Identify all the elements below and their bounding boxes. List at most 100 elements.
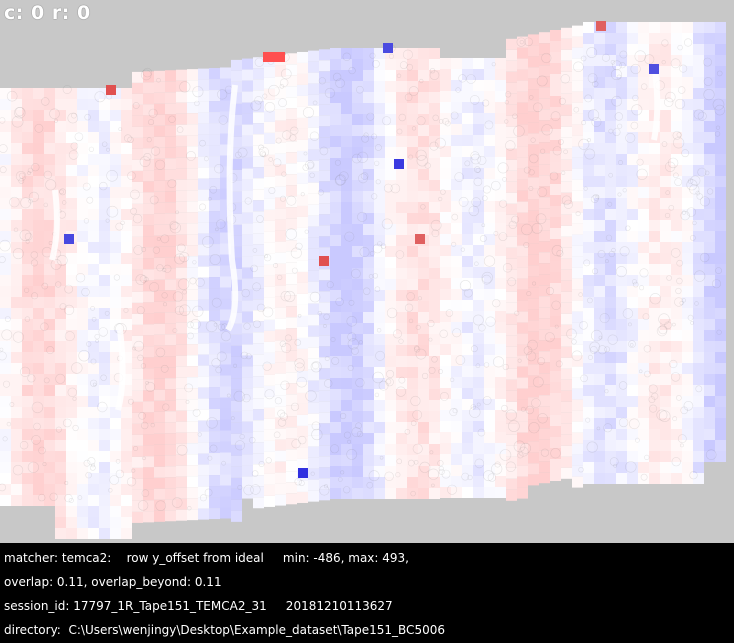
tile — [572, 179, 583, 191]
tile — [638, 308, 649, 319]
tile — [583, 242, 594, 253]
tile — [275, 428, 286, 440]
tile — [33, 330, 44, 341]
tile — [0, 99, 11, 110]
tile — [638, 110, 649, 121]
tile — [572, 69, 583, 81]
tile — [583, 319, 594, 330]
tile — [99, 385, 110, 396]
tile — [605, 242, 616, 253]
tile — [176, 388, 187, 400]
tile — [550, 404, 561, 415]
tile — [297, 139, 308, 151]
tile — [121, 88, 132, 99]
tile — [66, 429, 77, 440]
tile — [715, 363, 726, 374]
tile — [77, 88, 88, 99]
tile — [484, 289, 495, 300]
tile — [374, 334, 385, 345]
tile — [33, 484, 44, 495]
tile — [66, 253, 77, 264]
tile — [187, 432, 198, 444]
tile — [77, 396, 88, 407]
tile — [253, 200, 264, 212]
tile — [33, 132, 44, 143]
tile — [66, 396, 77, 407]
tile — [583, 110, 594, 121]
tile — [385, 235, 396, 246]
tile — [407, 246, 418, 257]
tile — [572, 267, 583, 279]
tile — [363, 158, 374, 169]
tile — [77, 506, 88, 517]
tile — [231, 422, 242, 434]
tile — [451, 91, 462, 102]
tile — [539, 285, 550, 297]
tile — [220, 364, 231, 376]
tile — [242, 267, 253, 279]
tile — [264, 253, 275, 265]
outlier-tile — [649, 64, 659, 74]
montage-viewport[interactable]: c: 0 r: 0 — [0, 0, 734, 543]
tile — [616, 319, 627, 330]
tile — [583, 286, 594, 297]
tile — [319, 291, 330, 303]
tile — [330, 411, 341, 422]
tile — [385, 191, 396, 202]
tile — [451, 410, 462, 421]
tile — [429, 125, 440, 136]
tile — [11, 154, 22, 165]
tile — [110, 440, 121, 451]
tile — [352, 378, 363, 389]
tile — [517, 344, 528, 356]
tile — [528, 430, 539, 442]
tile — [484, 234, 495, 245]
tile — [110, 429, 121, 440]
info-panel: matcher: temca2: row y_offset from ideal… — [0, 543, 734, 643]
tile — [550, 393, 561, 404]
tile — [484, 454, 495, 465]
tile — [396, 246, 407, 257]
tile — [77, 363, 88, 374]
tile — [462, 487, 473, 498]
tile — [440, 487, 451, 498]
tile — [550, 349, 561, 360]
tile — [682, 319, 693, 330]
tile — [143, 456, 154, 468]
tile — [418, 147, 429, 158]
tile — [561, 38, 572, 50]
tile — [286, 163, 297, 175]
tile — [407, 290, 418, 301]
tile — [407, 477, 418, 488]
tile — [11, 462, 22, 473]
tile — [319, 302, 330, 314]
tile — [627, 396, 638, 407]
tile — [33, 396, 44, 407]
tile — [66, 484, 77, 495]
tile — [187, 234, 198, 246]
tile — [594, 99, 605, 110]
tile — [11, 297, 22, 308]
tile — [429, 312, 440, 323]
tile — [429, 136, 440, 147]
tile — [121, 198, 132, 209]
tile — [462, 69, 473, 80]
tile — [671, 77, 682, 88]
tile — [187, 410, 198, 422]
tile — [121, 462, 132, 473]
tile — [550, 41, 561, 52]
tile — [121, 330, 132, 341]
tile — [517, 80, 528, 92]
tile — [583, 396, 594, 407]
tile — [704, 440, 715, 451]
tile — [583, 121, 594, 132]
tile — [319, 478, 330, 490]
tile — [187, 135, 198, 147]
tile-heatmap[interactable] — [0, 0, 734, 543]
tile — [44, 143, 55, 154]
tile — [374, 477, 385, 488]
tile — [693, 385, 704, 396]
tile — [77, 143, 88, 154]
tile — [286, 218, 297, 230]
tile — [627, 319, 638, 330]
